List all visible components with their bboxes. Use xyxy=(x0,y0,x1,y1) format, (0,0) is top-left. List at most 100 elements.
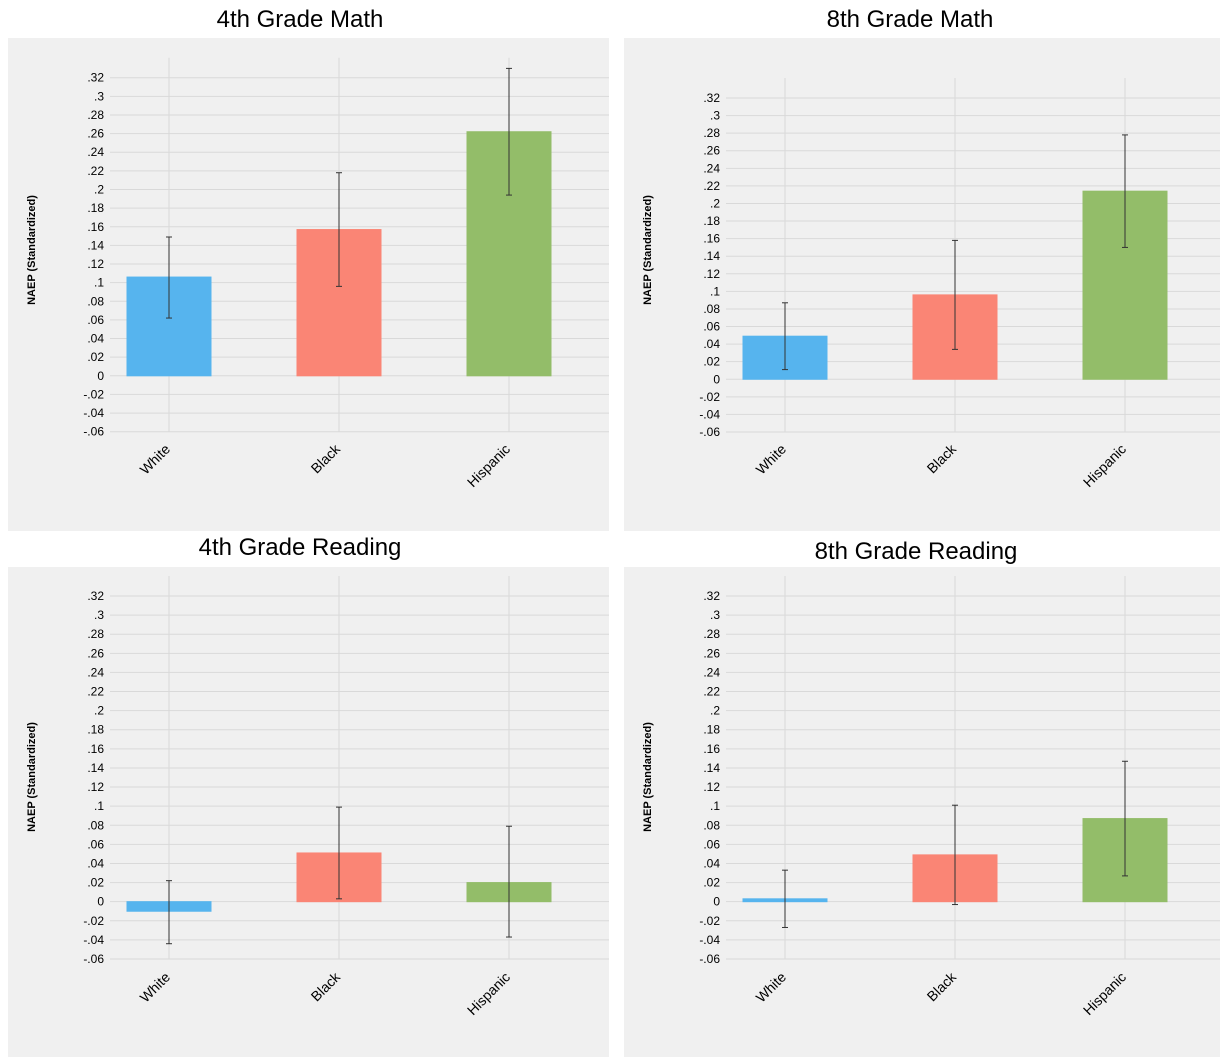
y-tick-label: .12 xyxy=(703,267,720,281)
y-tick-label: .3 xyxy=(710,109,720,123)
y-tick-label: .04 xyxy=(87,856,104,870)
x-tick-label: Hispanic xyxy=(464,441,513,490)
y-tick-label: .06 xyxy=(87,313,104,327)
x-tick-label: Hispanic xyxy=(464,969,513,1018)
y-tick-label: -.06 xyxy=(83,425,104,439)
y-tick-label: .28 xyxy=(87,108,104,122)
y-tick-label: .2 xyxy=(710,704,720,718)
x-tick-label: White xyxy=(752,441,789,478)
x-tick-label: White xyxy=(136,969,173,1006)
y-tick-label: .32 xyxy=(703,589,720,603)
y-axis-label: NAEP (Standardized) xyxy=(642,195,654,305)
y-tick-label: .12 xyxy=(703,780,720,794)
x-tick-label: Black xyxy=(308,440,344,476)
y-tick-label: .18 xyxy=(703,214,720,228)
y-tick-label: .22 xyxy=(87,164,104,178)
y-tick-label: .14 xyxy=(87,761,104,775)
y-tick-label: .28 xyxy=(703,126,720,140)
y-tick-label: .22 xyxy=(703,179,720,193)
y-tick-label: .12 xyxy=(87,780,104,794)
y-tick-label: .28 xyxy=(87,627,104,641)
y-tick-label: .32 xyxy=(87,71,104,85)
y-tick-label: .16 xyxy=(703,232,720,246)
y-tick-label: .24 xyxy=(87,145,104,159)
y-tick-label: .08 xyxy=(703,818,720,832)
y-tick-label: .3 xyxy=(94,608,104,622)
x-tick-label: Black xyxy=(924,440,960,476)
y-tick-label: .22 xyxy=(87,685,104,699)
y-axis-label: NAEP (Standardized) xyxy=(26,195,38,305)
y-tick-label: .3 xyxy=(710,608,720,622)
y-tick-label: .04 xyxy=(703,856,720,870)
y-tick-label: 0 xyxy=(97,369,104,383)
y-tick-label: .26 xyxy=(87,646,104,660)
y-tick-label: .22 xyxy=(703,685,720,699)
y-tick-label: .24 xyxy=(703,665,720,679)
plot-area xyxy=(624,567,1220,1057)
y-tick-label: .16 xyxy=(87,220,104,234)
y-tick-label: .3 xyxy=(94,89,104,103)
y-tick-label: .16 xyxy=(703,742,720,756)
y-tick-label: .08 xyxy=(703,302,720,316)
panel-title: 4th Grade Reading xyxy=(198,534,402,561)
y-tick-label: .18 xyxy=(87,723,104,737)
y-tick-label: .14 xyxy=(703,761,720,775)
y-tick-label: 0 xyxy=(713,895,720,909)
x-tick-label: Black xyxy=(308,968,344,1004)
x-tick-label: Black xyxy=(924,968,960,1004)
x-tick-label: Hispanic xyxy=(1080,969,1129,1018)
y-tick-label: -.02 xyxy=(83,914,104,928)
y-tick-label: .14 xyxy=(87,238,104,252)
y-tick-label: .26 xyxy=(703,144,720,158)
y-tick-label: .1 xyxy=(94,799,104,813)
y-tick-label: -.06 xyxy=(83,952,104,966)
y-tick-label: .26 xyxy=(87,127,104,141)
y-tick-label: .32 xyxy=(87,589,104,603)
x-tick-label: Hispanic xyxy=(1080,441,1129,490)
y-tick-label: .2 xyxy=(94,182,104,196)
y-tick-label: .28 xyxy=(703,627,720,641)
y-tick-label: .02 xyxy=(703,355,720,369)
y-tick-label: .1 xyxy=(710,799,720,813)
x-tick-label: White xyxy=(136,441,173,478)
y-tick-label: -.02 xyxy=(83,387,104,401)
y-tick-label: .2 xyxy=(710,196,720,210)
y-tick-label: .14 xyxy=(703,249,720,263)
y-tick-label: .32 xyxy=(703,91,720,105)
y-tick-label: .04 xyxy=(87,332,104,346)
y-tick-label: .1 xyxy=(710,284,720,298)
y-tick-label: .18 xyxy=(87,201,104,215)
y-tick-label: 0 xyxy=(713,372,720,386)
panel-title: 8th Grade Math xyxy=(826,6,994,33)
y-tick-label: .02 xyxy=(87,876,104,890)
y-tick-label: .08 xyxy=(87,294,104,308)
panel-title: 8th Grade Reading xyxy=(814,538,1018,565)
y-tick-label: .1 xyxy=(94,276,104,290)
panel-title: 4th Grade Math xyxy=(216,6,384,33)
y-tick-label: -.04 xyxy=(83,406,104,420)
y-tick-label: .16 xyxy=(87,742,104,756)
x-tick-label: White xyxy=(752,969,789,1006)
y-tick-label: .06 xyxy=(703,320,720,334)
y-axis-label: NAEP (Standardized) xyxy=(26,722,38,832)
y-tick-label: .2 xyxy=(94,704,104,718)
y-tick-label: -.04 xyxy=(83,933,104,947)
y-tick-label: .04 xyxy=(703,337,720,351)
y-tick-label: -.04 xyxy=(699,407,720,421)
y-tick-label: -.02 xyxy=(699,914,720,928)
y-tick-label: .26 xyxy=(703,646,720,660)
y-tick-label: .08 xyxy=(87,818,104,832)
y-tick-label: .06 xyxy=(87,837,104,851)
y-tick-label: -.06 xyxy=(699,425,720,439)
y-tick-label: -.06 xyxy=(699,952,720,966)
y-tick-label: -.02 xyxy=(699,390,720,404)
y-tick-label: .18 xyxy=(703,723,720,737)
y-tick-label: .24 xyxy=(703,161,720,175)
y-tick-label: 0 xyxy=(97,895,104,909)
y-tick-label: .24 xyxy=(87,665,104,679)
y-tick-label: .12 xyxy=(87,257,104,271)
y-axis-label: NAEP (Standardized) xyxy=(642,722,654,832)
y-tick-label: -.04 xyxy=(699,933,720,947)
y-tick-label: .06 xyxy=(703,837,720,851)
